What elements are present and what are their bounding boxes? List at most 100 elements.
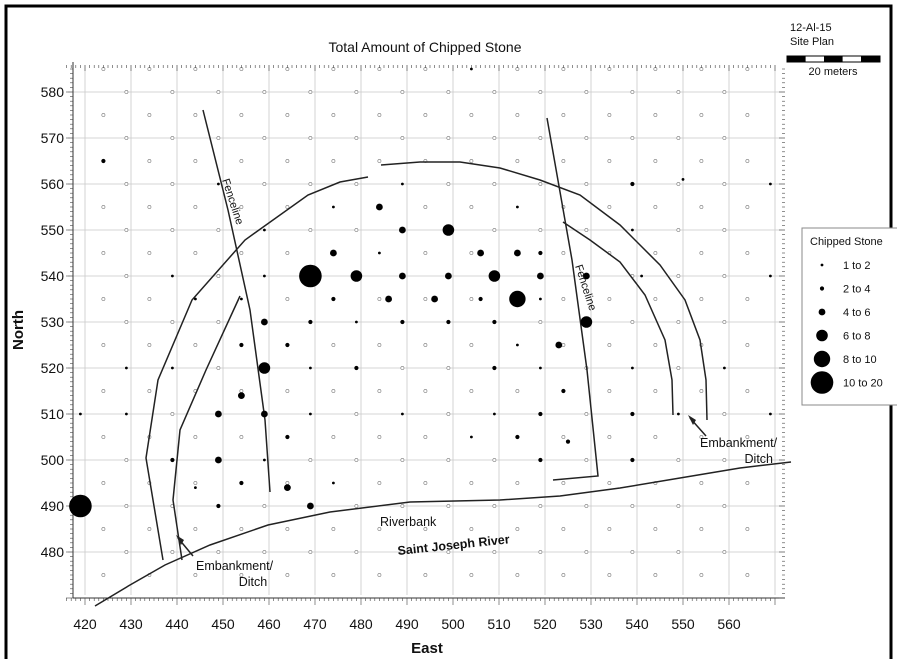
- empty-point: [377, 113, 382, 117]
- empty-point: [722, 458, 727, 462]
- embankment-east-inner: [562, 221, 674, 416]
- empty-point: [239, 573, 244, 577]
- empty-point: [193, 159, 198, 163]
- chipped-stone-point: [330, 249, 337, 257]
- chipped-stone-point: [631, 366, 634, 370]
- empty-point: [331, 113, 336, 117]
- empty-point: [400, 136, 405, 140]
- empty-point: [423, 205, 428, 209]
- empty-point: [193, 435, 198, 439]
- empty-point: [239, 435, 244, 439]
- empty-point: [492, 504, 497, 508]
- chipped-stone-point: [258, 362, 271, 374]
- embankment-west-label-1: Embankment/: [196, 559, 274, 573]
- empty-point: [308, 228, 313, 232]
- empty-point: [584, 550, 589, 554]
- chipped-stone-point: [631, 228, 634, 232]
- chipped-stone-point: [677, 412, 680, 416]
- chipped-stone-point: [492, 365, 497, 371]
- x-axis-label: East: [411, 640, 443, 657]
- empty-point: [515, 481, 520, 485]
- empty-point: [193, 343, 198, 347]
- empty-point: [561, 113, 566, 117]
- empty-point: [101, 481, 106, 485]
- empty-point: [699, 113, 704, 117]
- empty-point: [653, 343, 658, 347]
- chipped-stone-point: [101, 158, 106, 164]
- empty-point: [676, 228, 681, 232]
- chipped-stone-point: [170, 457, 175, 463]
- empty-point: [653, 251, 658, 255]
- empty-point: [216, 550, 221, 554]
- legend-title: Chipped Stone: [810, 236, 883, 248]
- chipped-stone-point: [350, 270, 363, 282]
- legend-symbol: [818, 308, 826, 316]
- empty-point: [193, 113, 198, 117]
- empty-point: [124, 136, 129, 140]
- chipped-stone-point: [470, 67, 473, 71]
- empty-point: [400, 550, 405, 554]
- chipped-stone-point: [399, 272, 406, 280]
- empty-point: [492, 458, 497, 462]
- empty-point: [722, 320, 727, 324]
- empty-point: [607, 481, 612, 485]
- empty-point: [285, 297, 290, 301]
- chipped-stone-point: [332, 481, 335, 485]
- x-tick-label: 490: [395, 616, 419, 632]
- empty-point: [469, 481, 474, 485]
- y-tick-label: 580: [41, 84, 65, 100]
- empty-point: [607, 343, 612, 347]
- empty-point: [101, 527, 106, 531]
- empty-point: [446, 504, 451, 508]
- empty-point: [239, 159, 244, 163]
- empty-point: [561, 297, 566, 301]
- empty-point: [124, 182, 129, 186]
- chipped-stone-point: [217, 182, 220, 186]
- empty-point: [262, 550, 267, 554]
- chipped-stone-point: [514, 249, 521, 257]
- chipped-stone-point: [263, 228, 266, 232]
- chipped-stone-point: [263, 458, 266, 462]
- empty-point: [147, 343, 152, 347]
- empty-point: [170, 550, 175, 554]
- empty-point: [239, 251, 244, 255]
- x-tick-label: 420: [73, 616, 97, 632]
- empty-point: [469, 113, 474, 117]
- embankment-outer: [145, 176, 369, 561]
- chipped-stone-point: [538, 250, 543, 256]
- empty-point: [676, 182, 681, 186]
- chipped-stone-point: [261, 318, 268, 326]
- empty-point: [699, 205, 704, 209]
- x-tick-label: 430: [119, 616, 143, 632]
- chipped-stone-point: [478, 296, 483, 302]
- empty-point: [285, 573, 290, 577]
- empty-point: [262, 182, 267, 186]
- empty-point: [538, 90, 543, 94]
- empty-point: [699, 527, 704, 531]
- chipped-stone-point: [309, 412, 312, 416]
- empty-point: [170, 90, 175, 94]
- chipped-stone-point: [723, 366, 726, 370]
- chipped-stone-point: [583, 272, 590, 280]
- empty-point: [676, 550, 681, 554]
- empty-point: [469, 389, 474, 393]
- embankment-west-label-2: Ditch: [239, 575, 268, 589]
- legend-symbol: [810, 371, 834, 394]
- grid-lines: [68, 65, 785, 595]
- empty-point: [469, 573, 474, 577]
- empty-point: [538, 228, 543, 232]
- empty-point: [423, 481, 428, 485]
- empty-point: [354, 458, 359, 462]
- empty-point: [607, 113, 612, 117]
- empty-point: [285, 527, 290, 531]
- empty-point: [584, 136, 589, 140]
- empty-point: [239, 527, 244, 531]
- x-tick-label: 540: [625, 616, 649, 632]
- empty-point: [377, 573, 382, 577]
- empty-point: [653, 159, 658, 163]
- chipped-stone-point: [630, 181, 635, 187]
- empty-point: [630, 504, 635, 508]
- empty-point: [354, 136, 359, 140]
- empty-point: [722, 228, 727, 232]
- legend-entry-label: 10 to 20: [843, 378, 883, 390]
